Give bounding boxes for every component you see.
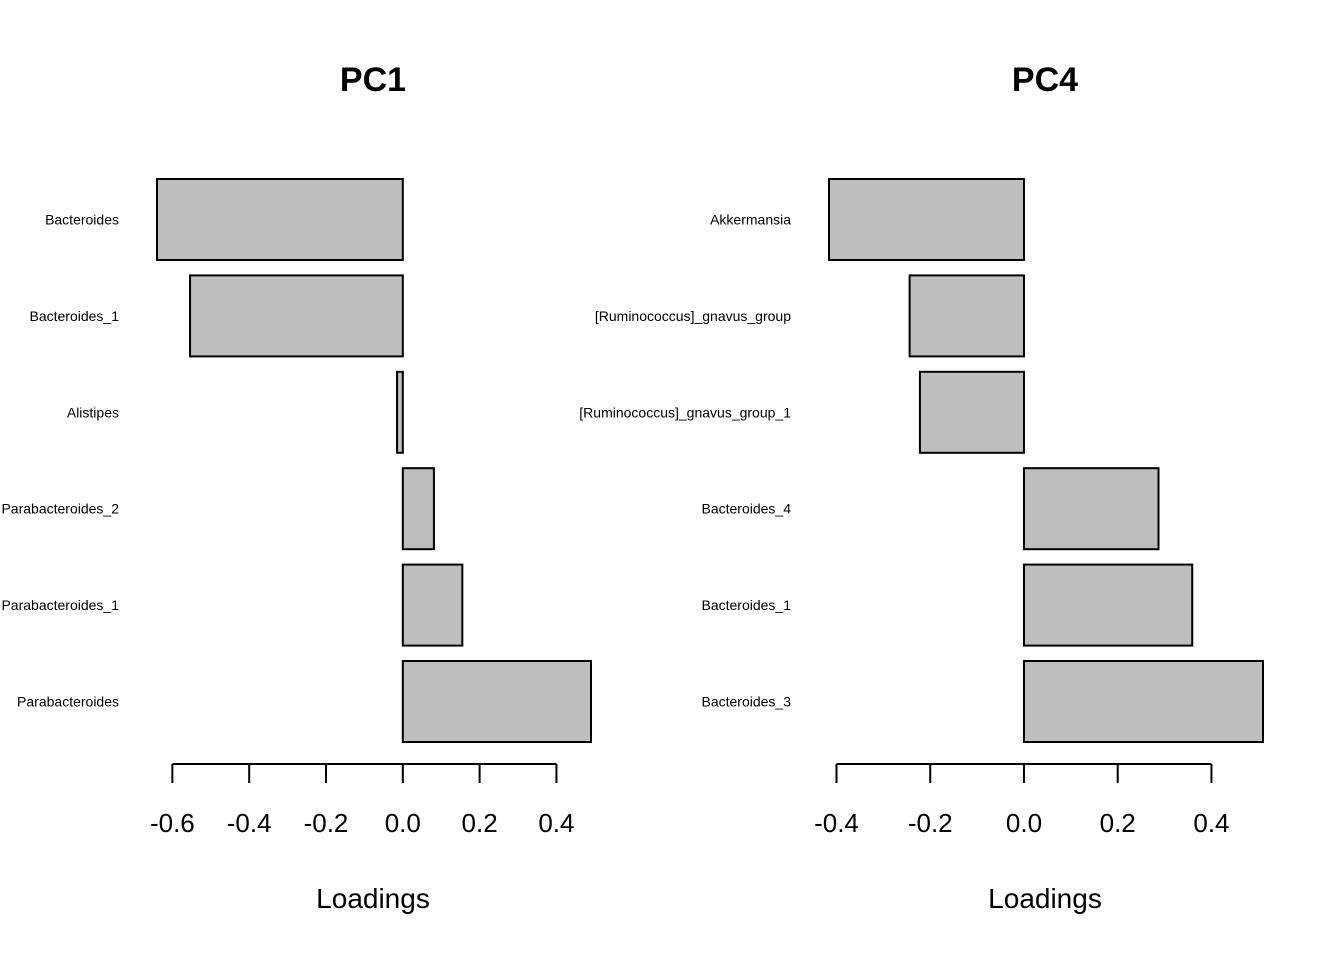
- x-tick-label: -0.6: [150, 808, 195, 838]
- bar-parabacteroides-1: [401, 563, 464, 647]
- x-axis-label: Loadings: [316, 883, 430, 914]
- category-label: Alistipes: [67, 404, 119, 420]
- category-label: [Ruminococcus]_gnavus_group_1: [579, 404, 791, 420]
- category-label: Parabacteroides_2: [1, 501, 119, 517]
- x-tick-label: -0.4: [814, 808, 859, 838]
- bar-bacteroides-4: [1022, 467, 1160, 551]
- x-tick-label: -0.2: [304, 808, 349, 838]
- category-label: [Ruminococcus]_gnavus_group: [595, 308, 791, 324]
- bar-parabacteroides: [401, 660, 592, 743]
- x-tick-label: -0.4: [227, 808, 272, 838]
- category-label: Parabacteroides: [17, 694, 119, 710]
- bar-bacteroides-1: [189, 274, 404, 358]
- bar-akkermansia: [828, 178, 1025, 261]
- category-label: Akkermansia: [710, 212, 791, 228]
- x-tick-label: 0.2: [462, 808, 498, 838]
- x-tick-label: 0.4: [1193, 808, 1229, 838]
- bar-alistipes: [396, 370, 404, 454]
- bar-ruminococcus-gnavus-group-1: [918, 370, 1025, 454]
- bar-parabacteroides-2: [401, 467, 435, 551]
- bar-bacteroides-1: [1022, 563, 1194, 647]
- x-axis-label: Loadings: [988, 883, 1102, 914]
- bar-bacteroides-3: [1022, 660, 1264, 743]
- bar-ruminococcus-gnavus-group: [908, 274, 1025, 358]
- x-tick-label: 0.0: [1006, 808, 1042, 838]
- chart-title: PC4: [1012, 61, 1078, 99]
- x-tick-label: 0.4: [538, 808, 574, 838]
- category-label: Bacteroides: [45, 212, 119, 228]
- chart-title: PC1: [340, 61, 406, 99]
- x-tick-label: 0.2: [1100, 808, 1136, 838]
- category-label: Bacteroides_1: [29, 308, 119, 324]
- category-label: Parabacteroides_1: [1, 597, 119, 613]
- bar-bacteroides: [156, 178, 404, 261]
- category-label: Bacteroides_3: [701, 694, 791, 710]
- x-tick-label: 0.0: [385, 808, 421, 838]
- x-tick-label: -0.2: [908, 808, 953, 838]
- category-label: Bacteroides_1: [701, 597, 791, 613]
- category-label: Bacteroides_4: [701, 501, 791, 517]
